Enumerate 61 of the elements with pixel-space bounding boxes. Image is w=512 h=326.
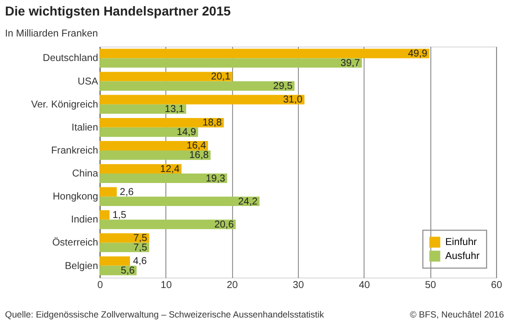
y-tick-label: Frankreich [51,145,98,156]
y-tick-label: USA [78,76,98,88]
data-label: 12,4 [160,164,180,175]
data-label: 1,5 [112,210,127,221]
legend-label: Einfuhr [445,237,478,248]
chart-subtitle: In Milliarden Franken [4,28,98,40]
data-label: 2,6 [120,186,134,198]
bar [100,210,110,220]
bar [100,174,228,183]
data-label: 20,6 [214,219,234,230]
x-tick-label: 0 [97,280,104,292]
data-label: 7,5 [133,232,148,244]
data-label: 18,8 [202,118,222,129]
data-label: 13,1 [164,104,185,116]
data-label: 31,0 [283,94,303,106]
legend-label: Ausfuhr [445,251,480,262]
y-tick-label: Deutschland [42,53,98,64]
data-label: 5,6 [120,266,136,277]
y-tick-label: Belgien [64,260,98,272]
data-label: 14,9 [176,127,197,138]
bar [100,187,117,197]
data-label: 29,5 [273,80,293,92]
y-tick-label: Hongkong [52,192,98,203]
x-tick-label: 30 [292,280,304,292]
data-label: 16,8 [189,150,210,162]
bar [100,256,130,266]
y-tick-label: Österreich [52,236,98,249]
y-tick-label: China [72,168,99,180]
data-label: 7,5 [133,242,148,254]
bar [100,48,430,58]
chart-title: Die wichtigsten Handelspartner 2015 [4,4,231,19]
bar [100,58,362,68]
bar [100,94,304,104]
data-label: 16,4 [186,140,206,152]
text: © BFS, Neuchâtel 2016 [410,309,504,320]
x-tick-label: 40 [358,280,370,292]
source-note: Quelle: Eidgenössische Zollverwaltung – Schweizerische Aussenhandelsstatistik [4,309,325,320]
data-label: 19,3 [206,173,226,184]
x-tick-label: 20 [226,280,238,292]
data-label: 24,2 [238,196,258,208]
data-label: 39,7 [340,58,360,69]
x-tick-label: 50 [424,280,436,292]
bar [100,104,186,114]
x-tick-label: 10 [160,280,172,292]
x-tick-label: 60 [491,280,503,292]
data-label: 49,9 [408,48,428,60]
bar [100,81,295,91]
data-label: 20,1 [211,72,231,83]
bar [100,141,208,150]
bar [100,242,150,252]
y-tick-label: Ver. Königreich [31,99,98,110]
data-label: 4,6 [132,256,148,268]
bar [100,127,198,137]
bar [100,118,224,128]
bar [100,164,182,174]
bar [100,220,236,230]
bar [100,150,211,160]
bar [100,72,232,82]
y-tick-label: Italien [72,122,98,134]
y-tick-label: Indien [70,214,98,226]
bar [100,196,260,206]
